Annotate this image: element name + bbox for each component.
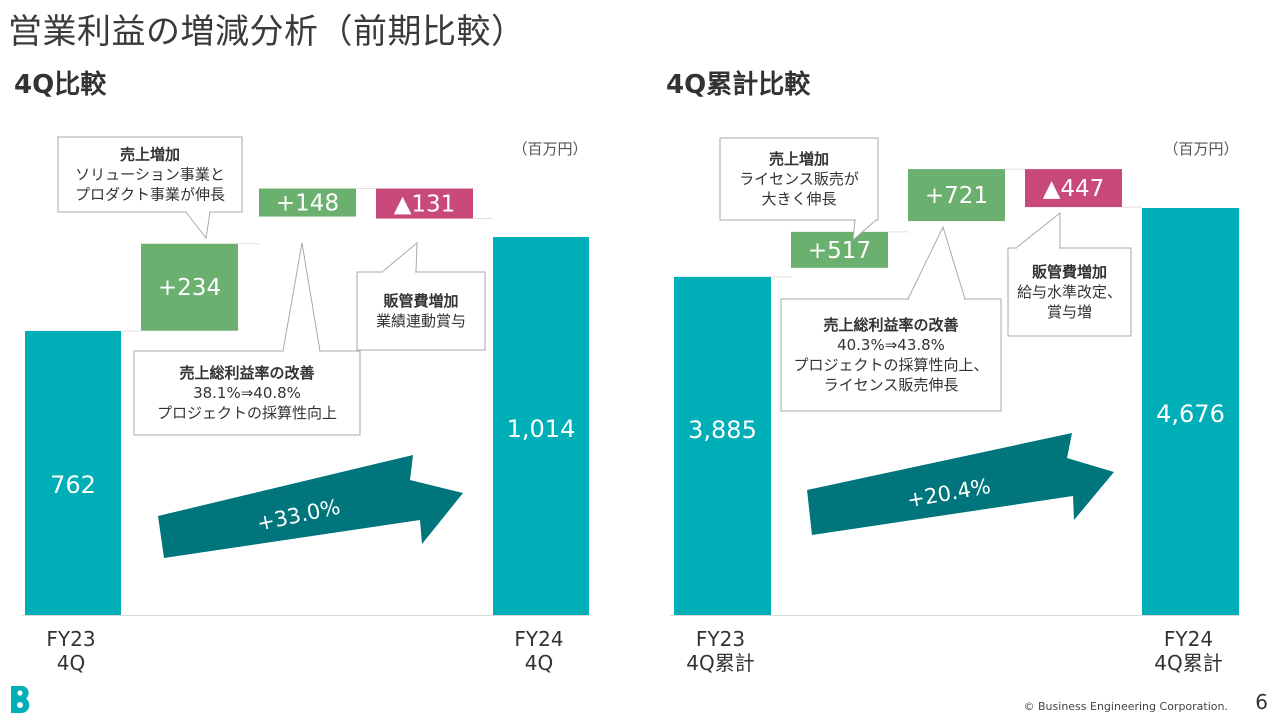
callout-text-3-1: 販管費増加: [383, 292, 458, 310]
growth-arrow: [807, 433, 1114, 535]
step-bar-2: [908, 169, 1005, 222]
step-bar-3: [376, 188, 473, 219]
callout-pointer-3: [1014, 211, 1061, 249]
section-title-4q-cumulative: 4Q累計比較: [666, 70, 811, 100]
callout-text-2-3: プロジェクトの採算性向上: [157, 404, 337, 422]
footer-copyright: © Business Engineering Corporation.: [1023, 700, 1228, 713]
category-label-end-1: FY24: [1164, 627, 1213, 651]
callout-text-1-1: 売上増加: [769, 150, 829, 168]
callout-text-3-1: 販管費増加: [1032, 263, 1107, 281]
callout-text-2-1: 売上総利益率の改善: [823, 316, 958, 334]
category-label-start-2: 4Q: [57, 651, 85, 675]
callout-text-2-2: 38.1%⇒40.8%: [193, 384, 301, 402]
bar-end-value-label: 1,014: [507, 415, 576, 443]
callout-text-2-1: 売上総利益率の改善: [179, 364, 314, 382]
callout-box-2: [780, 298, 1002, 412]
category-label-end-2: 4Q: [525, 651, 553, 675]
callout-box-2: [133, 350, 361, 436]
callout-text-1-2: ソリューション事業と: [75, 166, 225, 184]
page-number: 6: [1255, 690, 1268, 714]
callout-text-1-1: 売上増加: [120, 146, 180, 164]
callout-text-1-3: プロダクト事業が伸長: [75, 186, 225, 204]
callout-text-3-2: 給与水準改定、: [1017, 283, 1122, 301]
growth-arrow: [158, 455, 463, 558]
callout-pointer-1: [184, 211, 211, 240]
category-label-start-1: FY23: [696, 627, 745, 651]
bar-end: [1142, 208, 1239, 615]
bar-start-value-label: 3,885: [688, 416, 757, 444]
callout-box-1: [719, 137, 879, 221]
callout-text-2-4: ライセンス販売伸長: [824, 376, 959, 394]
step-bar-3: [1025, 169, 1122, 208]
callout-pointer-3: [380, 241, 418, 273]
bar-start-value-label: 762: [50, 471, 96, 499]
section-title-4q: 4Q比較: [14, 70, 107, 100]
callout-text-3-2: 業績連動賞与: [376, 312, 466, 330]
step-value-label-2: +721: [925, 183, 988, 209]
callout-text-2-2: 40.3%⇒43.8%: [837, 336, 945, 354]
category-label-start-2: 4Q累計: [686, 651, 754, 675]
bar-start: [674, 276, 771, 615]
callout-pointer-2: [282, 242, 321, 352]
callout-text-1-2: ライセンス販売が: [739, 170, 859, 188]
step-bar-2: [259, 188, 356, 217]
category-label-start-1: FY23: [46, 627, 95, 651]
callout-text-1-3: 大きく伸長: [761, 190, 836, 208]
callout-box-3: [356, 271, 486, 351]
bar-end: [493, 237, 589, 615]
callout-box-3: [1007, 247, 1132, 337]
category-label-end-2: 4Q累計: [1154, 651, 1222, 675]
callout-box-1: [57, 136, 243, 213]
unit-label: （百万円）: [512, 140, 587, 158]
bar-start: [25, 330, 121, 615]
step-value-label-1: +517: [808, 238, 871, 264]
step-value-label-3: ▲131: [394, 192, 456, 218]
company-logo: [11, 686, 30, 713]
callout-text-3-3: 賞与増: [1047, 303, 1092, 321]
callout-pointer-2: [907, 225, 966, 300]
step-value-label-1: +234: [158, 275, 221, 301]
page-title: 営業利益の増減分析（前期比較）: [8, 12, 526, 52]
unit-label: （百万円）: [1163, 140, 1238, 158]
callout-text-2-3: プロジェクトの採算性向上、: [793, 356, 988, 374]
step-value-label-2: +148: [276, 191, 339, 217]
bar-end-value-label: 4,676: [1156, 400, 1225, 428]
step-bar-1: [791, 231, 888, 268]
category-label-end-1: FY24: [514, 627, 563, 651]
step-bar-1: [141, 243, 238, 331]
step-value-label-3: ▲447: [1043, 176, 1105, 202]
